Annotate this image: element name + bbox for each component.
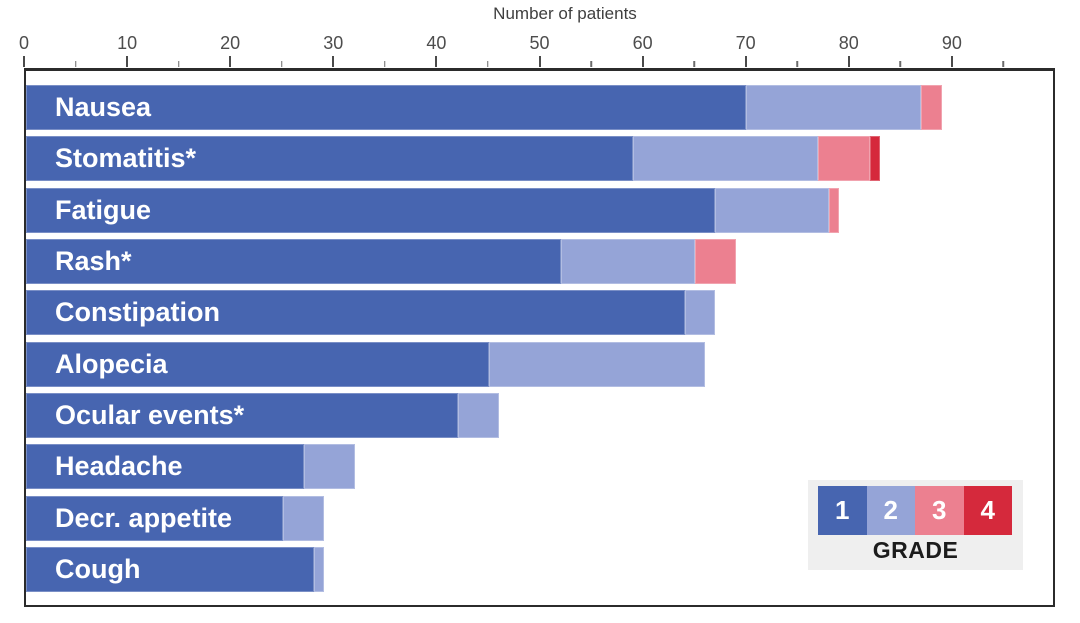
legend-swatch-grade-4: 4 <box>963 486 1012 535</box>
bar-segment-grade-2 <box>684 290 716 336</box>
x-axis-title: Number of patients <box>493 4 637 23</box>
x-tick-label: 40 <box>426 33 447 53</box>
bar-segment-grade-1 <box>26 392 459 438</box>
bar-segment-grade-2 <box>715 187 829 233</box>
bar-row: Constipation <box>26 290 1055 336</box>
x-tick-major <box>950 56 953 67</box>
bar-segment-grade-1 <box>26 85 747 130</box>
bar-row: Alopecia <box>26 341 1055 387</box>
bar-segment-grade-4 <box>869 136 881 182</box>
legend-title: GRADE <box>872 537 959 563</box>
bar-segment-grade-1 <box>26 238 562 284</box>
bar-row: Fatigue <box>26 187 1055 233</box>
x-tick-label: 70 <box>735 33 756 53</box>
x-tick-major <box>435 56 438 67</box>
x-tick-major <box>23 56 25 67</box>
bar-segment-grade-1 <box>26 290 685 336</box>
bar-row: Headache <box>26 444 1055 490</box>
bar-segment-grade-3 <box>828 187 839 233</box>
bar-segment-grade-1 <box>26 546 315 592</box>
x-tick-minor <box>74 61 77 67</box>
legend-swatch-grade-3: 3 <box>915 486 964 535</box>
bar-segment-grade-3 <box>694 238 736 284</box>
x-tick-label: 50 <box>529 33 550 53</box>
x-tick-minor <box>177 61 180 67</box>
bar-label: Constipation <box>55 297 220 328</box>
bar-row: Decr. appetite <box>26 495 1055 541</box>
bar-row: Nausea <box>26 85 1055 130</box>
legend-swatch-grade-2: 2 <box>866 486 915 535</box>
x-tick-minor <box>796 61 798 67</box>
bar-segment-grade-1 <box>26 136 634 182</box>
x-tick-label: 0 <box>18 33 30 53</box>
bar-row: Rash* <box>26 238 1055 284</box>
bar-label: Ocular events* <box>55 399 245 430</box>
bar-label: Rash* <box>55 245 132 276</box>
bar-segment-grade-2 <box>303 444 356 490</box>
x-tick-minor <box>281 61 283 67</box>
x-tick-label: 60 <box>632 33 653 53</box>
x-tick-major <box>229 56 232 67</box>
bar-segment-grade-3 <box>818 136 870 182</box>
x-tick-major <box>744 56 747 67</box>
x-tick-minor <box>384 61 386 67</box>
x-tick-label: 80 <box>838 33 859 53</box>
bar-segment-grade-2 <box>561 238 695 284</box>
legend-swatch-grade-1: 1 <box>818 486 867 535</box>
x-tick-major <box>641 56 644 67</box>
x-tick-minor <box>1002 61 1005 67</box>
bar-segment-grade-1 <box>26 444 304 490</box>
bar-label: Cough <box>55 553 141 584</box>
bar-segment-grade-2 <box>458 392 500 438</box>
x-tick-label: 90 <box>941 33 962 53</box>
bar-row: Ocular events* <box>26 392 1055 438</box>
x-tick-label: 10 <box>117 33 138 53</box>
bar-segment-grade-1 <box>26 341 490 387</box>
x-tick-label: 30 <box>323 33 344 53</box>
x-tick-major <box>847 56 850 67</box>
bar-label: Fatigue <box>55 194 152 225</box>
bar-segment-grade-1 <box>26 187 716 233</box>
bar-label: Alopecia <box>55 348 168 379</box>
bar-label: Headache <box>55 451 183 482</box>
bar-segment-grade-2 <box>633 136 819 182</box>
bar-segment-grade-2 <box>746 85 922 130</box>
x-tick-major <box>126 56 129 67</box>
bar-row: Stomatitis* <box>26 136 1055 182</box>
x-tick-label: 20 <box>220 33 241 53</box>
x-tick-major <box>332 56 335 67</box>
bar-segment-grade-3 <box>921 85 942 130</box>
bar-label: Decr. appetite <box>55 502 233 533</box>
x-tick-minor <box>693 61 695 67</box>
bar-row: Cough <box>26 546 1055 592</box>
bar-segment-grade-2 <box>489 341 706 387</box>
bar-label: Nausea <box>55 92 152 122</box>
bar-segment-grade-2 <box>314 546 325 592</box>
bar-label: Stomatitis* <box>55 143 197 174</box>
x-tick-minor <box>487 61 489 67</box>
x-tick-minor <box>590 61 592 67</box>
bar-segment-grade-1 <box>26 495 284 541</box>
x-tick-minor <box>899 61 902 67</box>
x-tick-major <box>538 56 541 67</box>
bar-segment-grade-2 <box>283 495 325 541</box>
